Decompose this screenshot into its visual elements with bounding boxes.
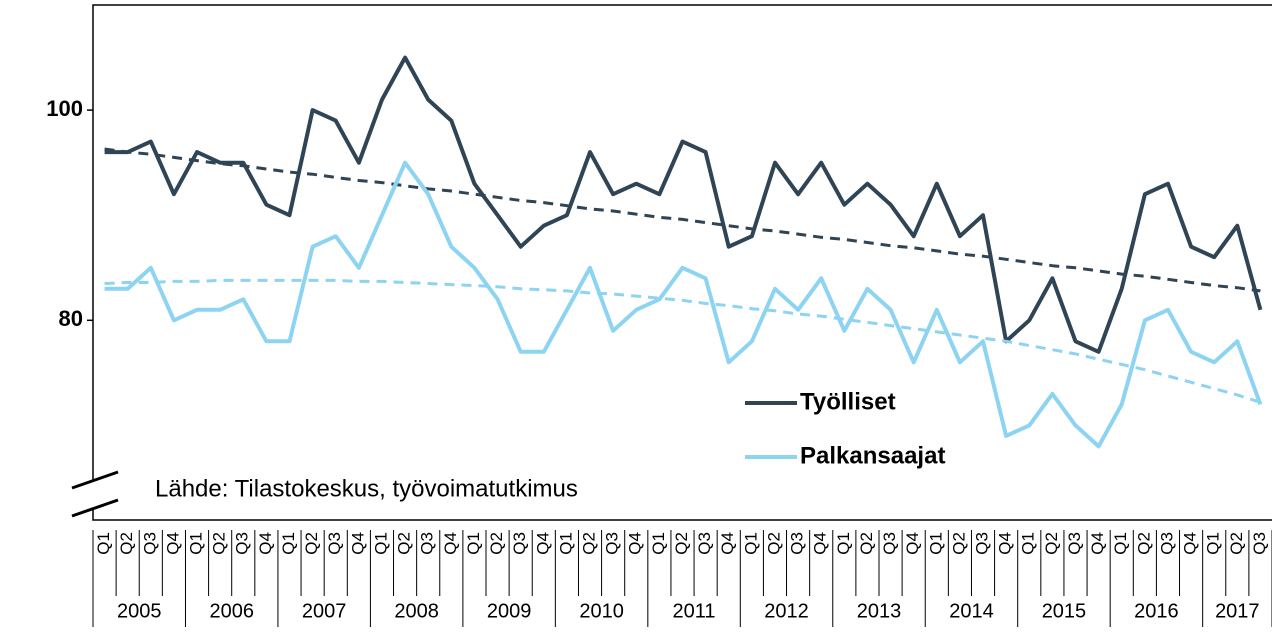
axis-break-line bbox=[71, 470, 119, 490]
year-label: 2005 bbox=[117, 600, 162, 622]
legend-label: Palkansaajat bbox=[800, 442, 945, 469]
y-tick-label: 100 bbox=[46, 96, 83, 121]
y-tick-label: 80 bbox=[59, 306, 83, 331]
x-tick-label: Q1 bbox=[649, 532, 668, 555]
trend-line bbox=[104, 278, 1261, 404]
year-label: 2010 bbox=[579, 600, 624, 622]
x-tick-label: Q1 bbox=[1204, 532, 1223, 555]
x-tick-label: Q4 bbox=[626, 532, 645, 555]
axis-break bbox=[71, 470, 119, 518]
year-label: 2016 bbox=[1134, 600, 1179, 622]
year-label: 2015 bbox=[1042, 600, 1087, 622]
x-tick-label: Q1 bbox=[464, 532, 483, 555]
x-tick-label: Q1 bbox=[834, 532, 853, 555]
x-tick-label: Q2 bbox=[117, 532, 136, 555]
legend-label: Työlliset bbox=[800, 388, 896, 415]
x-tick-label: Q3 bbox=[788, 532, 807, 555]
year-label: 2014 bbox=[949, 600, 994, 622]
x-tick-label: Q3 bbox=[695, 532, 714, 555]
x-tick-label: Q2 bbox=[580, 532, 599, 555]
x-tick-label: Q3 bbox=[973, 532, 992, 555]
axis-break-line bbox=[71, 498, 119, 518]
source-note: Lähde: Tilastokeskus, työvoimatutkimus bbox=[155, 475, 578, 502]
plot-frame bbox=[92, 4, 1272, 521]
x-tick-label: Q4 bbox=[811, 532, 830, 555]
year-label: 2008 bbox=[394, 600, 439, 622]
series-line bbox=[104, 160, 1263, 449]
x-tick-label: Q2 bbox=[1042, 532, 1061, 555]
year-label: 2007 bbox=[302, 600, 347, 622]
year-label: 2013 bbox=[857, 600, 902, 622]
x-tick-label: Q4 bbox=[1181, 532, 1200, 555]
x-tick-label: Q1 bbox=[279, 532, 298, 555]
year-label: 2011 bbox=[673, 600, 716, 622]
axis-break-gap bbox=[72, 472, 118, 516]
x-tick-label: Q3 bbox=[233, 532, 252, 555]
x-tick-label: Q1 bbox=[926, 532, 945, 555]
x-tick-label: Q2 bbox=[672, 532, 691, 555]
x-tick-label: Q3 bbox=[1065, 532, 1084, 555]
x-tick-label: Q2 bbox=[1134, 532, 1153, 555]
x-tick-label: Q1 bbox=[371, 532, 390, 555]
x-tick-label: Q4 bbox=[996, 532, 1015, 555]
x-tick-label: Q3 bbox=[418, 532, 437, 555]
x-tick-label: Q4 bbox=[903, 532, 922, 555]
x-tick-label: Q2 bbox=[302, 532, 321, 555]
year-label: 2006 bbox=[209, 600, 254, 622]
year-label: 2012 bbox=[764, 600, 809, 622]
x-tick-label: Q4 bbox=[256, 532, 275, 555]
x-tick-label: Q3 bbox=[603, 532, 622, 555]
x-tick-label: Q4 bbox=[718, 532, 737, 555]
x-tick-label: Q3 bbox=[510, 532, 529, 555]
x-tick-label: Q4 bbox=[348, 532, 367, 555]
x-tick-label: Q2 bbox=[764, 532, 783, 555]
x-tick-label: Q3 bbox=[140, 532, 159, 555]
x-tick-label: Q3 bbox=[880, 532, 899, 555]
x-tick-label: Q4 bbox=[533, 532, 552, 555]
x-tick-label: Q2 bbox=[857, 532, 876, 555]
x-tick-label: Q2 bbox=[487, 532, 506, 555]
x-tick-label: Q1 bbox=[556, 532, 575, 555]
x-tick-label: Q4 bbox=[441, 532, 460, 555]
x-tick-label: Q3 bbox=[1250, 532, 1269, 555]
series-line bbox=[104, 55, 1263, 354]
year-label: 2017 bbox=[1215, 600, 1260, 622]
x-tick-label: Q1 bbox=[94, 532, 113, 555]
x-tick-label: Q1 bbox=[1019, 532, 1038, 555]
x-tick-label: Q4 bbox=[163, 532, 182, 555]
x-tick-label: Q1 bbox=[187, 532, 206, 555]
x-tick-label: Q3 bbox=[1157, 532, 1176, 555]
x-tick-label: Q2 bbox=[1227, 532, 1246, 555]
x-tick-label: Q2 bbox=[395, 532, 414, 555]
x-tick-label: Q4 bbox=[1088, 532, 1107, 555]
x-tick-label: Q1 bbox=[741, 532, 760, 555]
x-tick-label: Q2 bbox=[210, 532, 229, 555]
x-tick-label: Q2 bbox=[949, 532, 968, 555]
x-tick-label: Q3 bbox=[325, 532, 344, 555]
x-tick-label: Q1 bbox=[1111, 532, 1130, 555]
year-label: 2009 bbox=[487, 600, 532, 622]
